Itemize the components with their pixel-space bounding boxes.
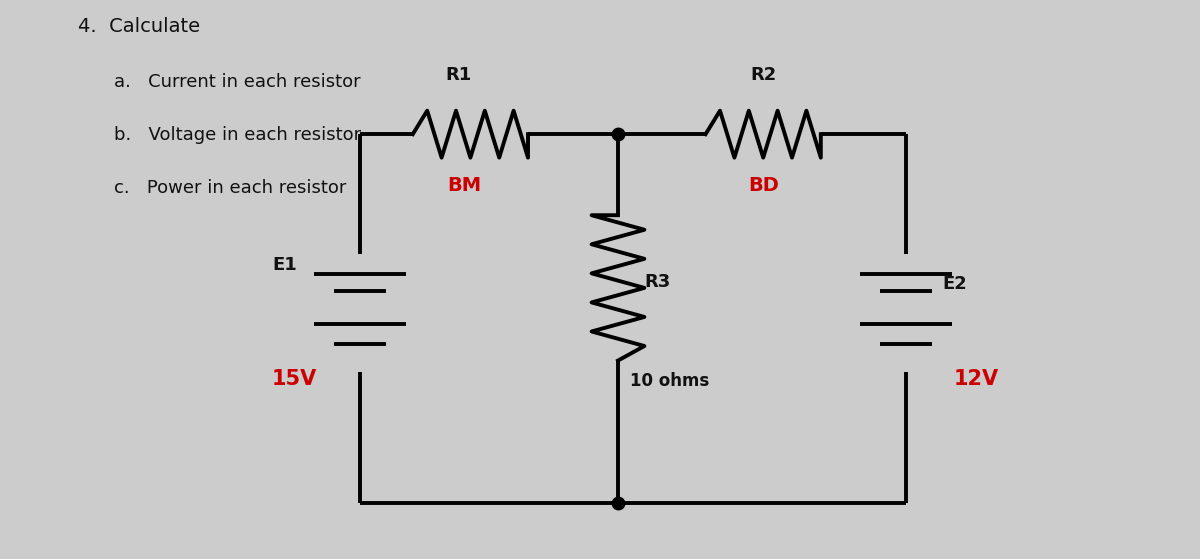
Text: R3: R3 [644, 273, 671, 291]
Text: 15V: 15V [271, 369, 317, 389]
Text: BD: BD [748, 176, 779, 195]
Text: c.   Power in each resistor: c. Power in each resistor [114, 179, 347, 197]
Text: 10 ohms: 10 ohms [630, 372, 709, 390]
Text: 12V: 12V [954, 369, 1000, 389]
Text: BM: BM [448, 176, 481, 195]
Text: b.   Voltage in each resistor: b. Voltage in each resistor [114, 126, 361, 144]
Text: R1: R1 [445, 66, 472, 84]
Text: E2: E2 [942, 276, 967, 293]
Text: R2: R2 [750, 66, 776, 84]
Text: 4.  Calculate: 4. Calculate [78, 17, 200, 36]
Text: E1: E1 [272, 256, 298, 274]
Text: a.   Current in each resistor: a. Current in each resistor [114, 73, 361, 91]
